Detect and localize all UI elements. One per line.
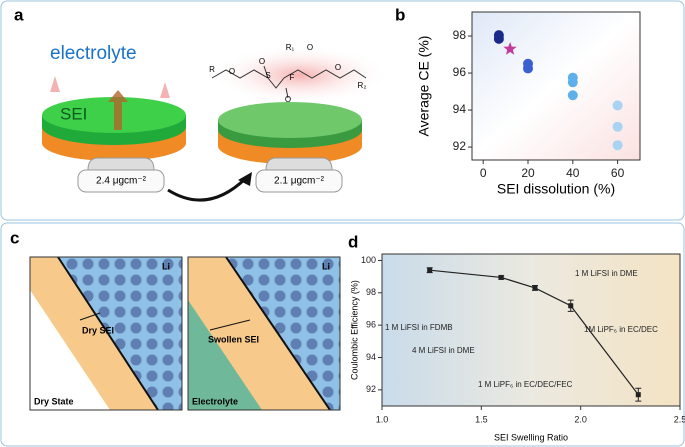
plot-frame [471,11,641,161]
point [493,33,504,44]
atom-label: O [307,43,313,52]
atom-label: O [229,67,235,76]
x-tick-label: 0 [480,166,487,180]
x-axis-label: SEI Swelling Ratio [494,432,568,442]
mass-after: 2.1 μgcm⁻² [274,176,325,187]
panel-label: b [395,5,405,24]
atom-label: O [259,57,265,66]
y-tick-label: 100 [361,255,376,265]
point [568,303,574,309]
annotation: 1 M LiFSI in DME [575,269,638,278]
dim [209,319,251,331]
sei-layer [188,257,330,410]
y-tick-label: 94 [453,102,467,116]
point [567,77,578,88]
sei-top [218,102,362,138]
arrow [167,176,248,202]
point [523,63,533,74]
atom-label: R₂ [358,81,367,90]
panel-label: a [14,5,24,24]
scale [87,157,155,171]
y-tick-label: 98 [453,28,467,42]
atom-label: R₁ [286,43,295,52]
molecule-glow [210,45,390,105]
point [612,100,623,111]
y-tick-label: 98 [366,287,376,297]
arrow-up [108,90,128,130]
scale-pan [255,169,343,193]
x-tick-label: 60 [611,166,625,180]
point [612,140,623,151]
electrolyte-label: electrolyte [50,43,137,64]
dim [79,312,101,321]
interface [225,256,331,411]
li-label: Li [322,261,330,271]
x-tick-label: 40 [566,166,580,180]
li-label: Li [162,261,170,271]
y-axis-label: Coulombic Efficiency (%) [349,280,359,380]
annotation: 1 M LiFSI in FDMB [385,323,453,332]
plot-frame [381,253,681,407]
point [612,121,623,132]
scale [265,157,333,171]
arrow [160,82,170,98]
point [503,42,517,55]
x-tick-label: 1.5 [475,414,488,424]
point [635,392,641,398]
sei-layer [188,257,208,280]
y-tick-label: 96 [453,65,467,79]
panel-label: d [348,232,358,251]
point [532,285,538,291]
x-tick-label: 1.0 [376,414,389,424]
x-tick-label: 2.0 [574,414,587,424]
atom-label: O [285,95,291,104]
molecule [211,65,367,99]
panel-label: c [10,228,19,247]
interface [57,256,159,411]
mass-before: 2.4 μgcm⁻² [96,176,147,187]
sei-layer [30,257,158,410]
bottom-frame [0,222,685,447]
y-tick-label: 92 [366,384,376,394]
atom-label: R [209,65,215,74]
arrow [50,76,60,92]
box [29,256,183,411]
atom-label: F [290,73,295,82]
y-tick-label: 96 [366,320,376,330]
plot-bg [382,254,680,406]
point [427,267,433,273]
atom-label: S [265,71,270,80]
y-tick-label: 92 [453,139,467,153]
annotation: 4 M LiFSI in DME [412,346,475,355]
point [567,90,578,101]
y-axis-label: Average CE (%) [416,36,432,137]
x-tick-label: 20 [521,166,535,180]
atom-label: O [335,63,341,72]
dry-state-label: Dry State [34,396,74,406]
sei-label: SEI [60,104,87,123]
x-axis-label: SEI dissolution (%) [497,181,615,197]
scale-pan [77,169,165,193]
electrolyte-label: Electrolyte [192,396,238,406]
annotation: 1 M LiPF₆ in EC/DEC/FEC [478,380,573,389]
x-tick-label: 2.5 [674,414,685,424]
swollen-sei-label: Swollen SEI [208,334,259,344]
top-frame [0,0,685,221]
box [187,256,341,411]
y-tick-label: 94 [366,352,376,362]
point [498,274,504,280]
annotation: 1M LiPF₆ in EC/DEC [584,325,658,334]
dry-sei-label: Dry SEI [82,325,114,335]
arrow-head [238,172,252,186]
